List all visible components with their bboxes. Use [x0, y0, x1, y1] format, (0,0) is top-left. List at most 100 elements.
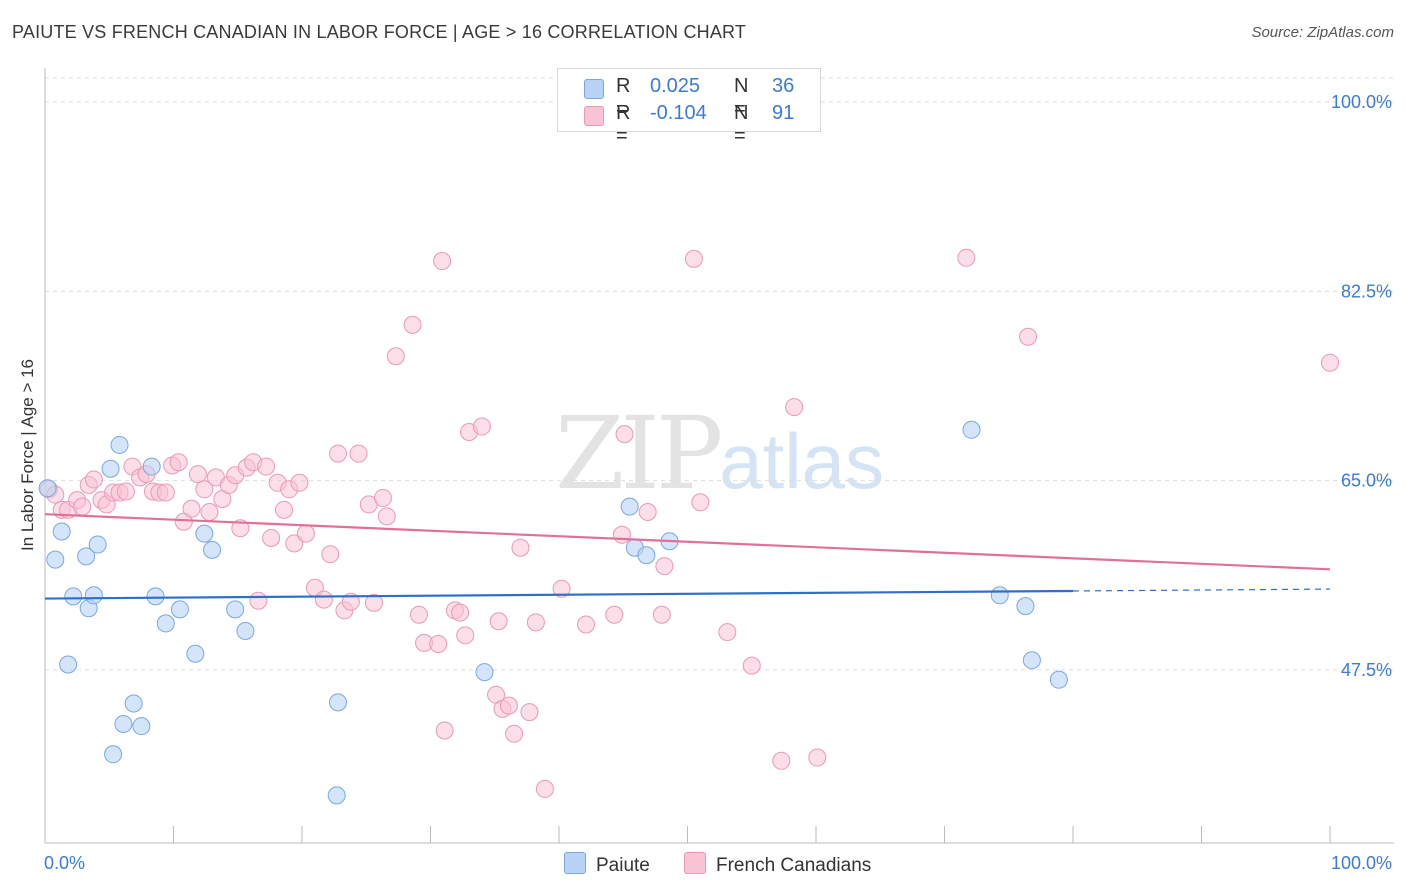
- french-canadians-point: [321, 545, 340, 564]
- french-canadians-point: [520, 703, 539, 722]
- french-canadians-point: [285, 534, 304, 553]
- paiute-swatch: [584, 79, 604, 99]
- french-canadians-point: [314, 590, 333, 609]
- french-canadians-point: [182, 499, 201, 518]
- paiute-point: [156, 614, 175, 633]
- watermark-zip: ZIP: [555, 395, 723, 512]
- french-canadians-point: [341, 592, 360, 611]
- y-tick-label: 100.0%: [1331, 92, 1392, 112]
- french-canadians-point: [456, 626, 475, 645]
- french-canadians-point: [433, 252, 452, 271]
- bottom-paiute-swatch: [564, 852, 586, 874]
- french-canadians-point: [386, 347, 405, 366]
- paiute-point: [195, 524, 214, 543]
- french-canadians-point: [249, 591, 268, 610]
- paiute-point: [146, 587, 165, 606]
- x-tick-label-max: 100.0%: [1331, 853, 1392, 873]
- french-n-label: N =: [734, 102, 749, 147]
- paiute-point: [77, 547, 96, 566]
- y-tick-label: 47.5%: [1341, 660, 1392, 680]
- french-canadians-point: [505, 724, 524, 743]
- french-canadians-point: [403, 315, 422, 334]
- paiute-point: [1049, 670, 1068, 689]
- french-canadians-point: [296, 524, 315, 543]
- french-canadians-point: [808, 748, 827, 767]
- paiute-point: [637, 546, 656, 565]
- paiute-point: [142, 457, 161, 476]
- paiute-point: [327, 786, 346, 805]
- grid-lines: [45, 77, 1394, 671]
- x-tick-label-min: 0.0%: [44, 853, 85, 873]
- paiute-trend-line: [44, 589, 1074, 600]
- paiute-point: [84, 586, 103, 605]
- bottom-legend-paiute: Paiute: [564, 852, 650, 877]
- french-r-value: -0.104: [650, 102, 707, 124]
- french-canadians-point: [511, 538, 530, 557]
- paiute-point: [114, 715, 133, 734]
- french-canadians-point: [718, 623, 737, 642]
- bottom-paiute-label: Paiute: [596, 855, 650, 876]
- french-canadians-point: [684, 249, 703, 268]
- paiute-point: [170, 600, 189, 619]
- trend-lines: [44, 513, 1331, 600]
- french-canadians-point: [472, 417, 491, 436]
- paiute-r-value: 0.025: [650, 75, 701, 97]
- watermark: ZIPatlas: [555, 395, 884, 512]
- french-n-value: 91: [772, 102, 795, 124]
- bottom-french-swatch: [684, 852, 706, 874]
- french-canadians-point: [262, 528, 281, 547]
- paiute-point: [1016, 597, 1035, 616]
- paiute-point: [328, 693, 347, 712]
- french-canadians-point: [409, 605, 428, 624]
- french-canadians-point: [169, 453, 188, 472]
- paiute-point: [38, 479, 57, 498]
- paiute-point: [52, 522, 71, 541]
- french-canadians-point: [275, 500, 294, 519]
- french-canadians-point: [116, 482, 135, 501]
- bottom-french-label: French Canadians: [716, 855, 872, 876]
- french-canadians-point: [605, 605, 624, 624]
- french-canadians-point: [156, 483, 175, 502]
- axes: [44, 68, 1394, 844]
- french-canadians-point: [84, 470, 103, 489]
- paiute-point: [104, 745, 123, 764]
- french-canadians-point: [615, 425, 634, 444]
- paiute-n-value: 36: [772, 75, 795, 97]
- french-canadians-point: [499, 696, 518, 715]
- paiute-point: [124, 694, 143, 713]
- french-canadians-point: [200, 503, 219, 522]
- paiute-point: [475, 663, 494, 682]
- french-canadians-point: [655, 557, 674, 576]
- paiute-n-label: N =: [734, 75, 749, 120]
- french-canadians-point: [195, 480, 214, 499]
- french-canadians-point: [257, 457, 276, 476]
- correlation-legend: R = 0.025 N = 36 R = -0.104 N = 91: [557, 68, 821, 147]
- chart-title: PAIUTE VS FRENCH CANADIAN IN LABOR FORCE…: [12, 22, 747, 42]
- french-canadians-point: [638, 503, 657, 522]
- french-canadians-point: [231, 519, 250, 538]
- french-canadians-point: [290, 473, 309, 492]
- paiute-point: [110, 435, 129, 454]
- paiute-point: [186, 644, 205, 663]
- french-canadians-point: [489, 612, 508, 631]
- source-label: Source: ZipAtlas.com: [1251, 24, 1394, 41]
- french-r-label: R =: [616, 102, 631, 147]
- french-canadians-point: [742, 656, 761, 675]
- paiute-r-label: R =: [616, 75, 631, 120]
- tick-labels: 100.0% 82.5% 65.0% 47.5% 0.0% 100.0%: [44, 92, 1392, 873]
- french-canadians-point: [451, 603, 470, 622]
- french-canadians-point: [349, 444, 368, 463]
- paiute-trend-extension: [1072, 588, 1331, 592]
- french-canadians-point: [785, 398, 804, 417]
- french-canadians-point: [364, 593, 383, 612]
- french-canadians-point: [772, 751, 791, 770]
- paiute-point: [236, 621, 255, 640]
- french-canadians-point: [526, 613, 545, 632]
- paiute-point: [620, 497, 639, 516]
- french-canadians-point: [576, 615, 595, 634]
- paiute-point: [1022, 651, 1041, 670]
- french-canadians-point: [377, 507, 396, 526]
- french-canadians-trend-line: [44, 513, 1331, 571]
- french-canadians-point: [652, 605, 671, 624]
